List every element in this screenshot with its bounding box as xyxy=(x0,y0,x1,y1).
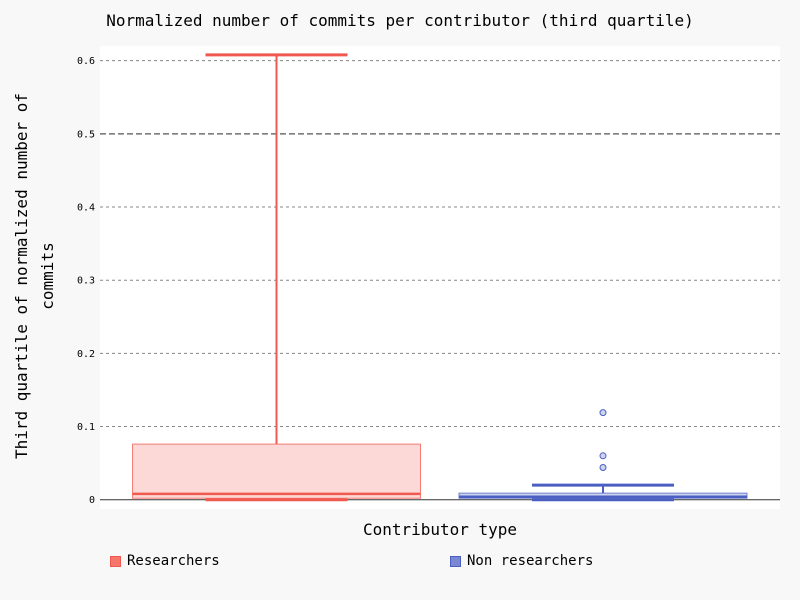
legend-label-non-researchers: Non researchers xyxy=(467,553,594,569)
y-axis-ticks: 0 0.1 0.2 0.3 0.4 0.5 0.6 xyxy=(77,56,95,506)
box-iqr xyxy=(132,443,421,499)
y-tick-label: 0 xyxy=(89,495,95,506)
y-tick-label: 0.5 xyxy=(77,129,95,140)
outlier-point xyxy=(599,464,607,472)
legend-swatch-researchers xyxy=(110,555,121,567)
y-axis-label-line2: commits xyxy=(38,242,57,309)
y-tick-label: 0.6 xyxy=(77,56,95,67)
boxplot-non-researchers xyxy=(458,409,748,502)
y-tick-label: 0.2 xyxy=(77,349,95,360)
x-axis-label: Contributor type xyxy=(363,520,517,539)
y-axis-label-line1: Third quartile of normalized number of xyxy=(12,93,31,459)
y-tick-label: 0.4 xyxy=(77,203,95,214)
outlier-point xyxy=(599,452,607,460)
legend-item-researchers[interactable]: Researchers xyxy=(110,553,220,569)
grid-lines xyxy=(100,60,780,428)
y-tick-label: 0.3 xyxy=(77,276,95,287)
legend-item-non-researchers[interactable]: Non researchers xyxy=(450,553,593,569)
plot-area xyxy=(100,46,780,509)
legend-swatch-non-researchers xyxy=(450,555,461,567)
chart-title: Normalized number of commits per contrib… xyxy=(106,11,694,30)
outlier-point xyxy=(599,409,607,417)
boxplot-researchers xyxy=(132,53,421,502)
legend-label-researchers: Researchers xyxy=(127,553,220,569)
y-tick-label: 0.1 xyxy=(77,422,95,433)
boxplots xyxy=(132,53,748,502)
